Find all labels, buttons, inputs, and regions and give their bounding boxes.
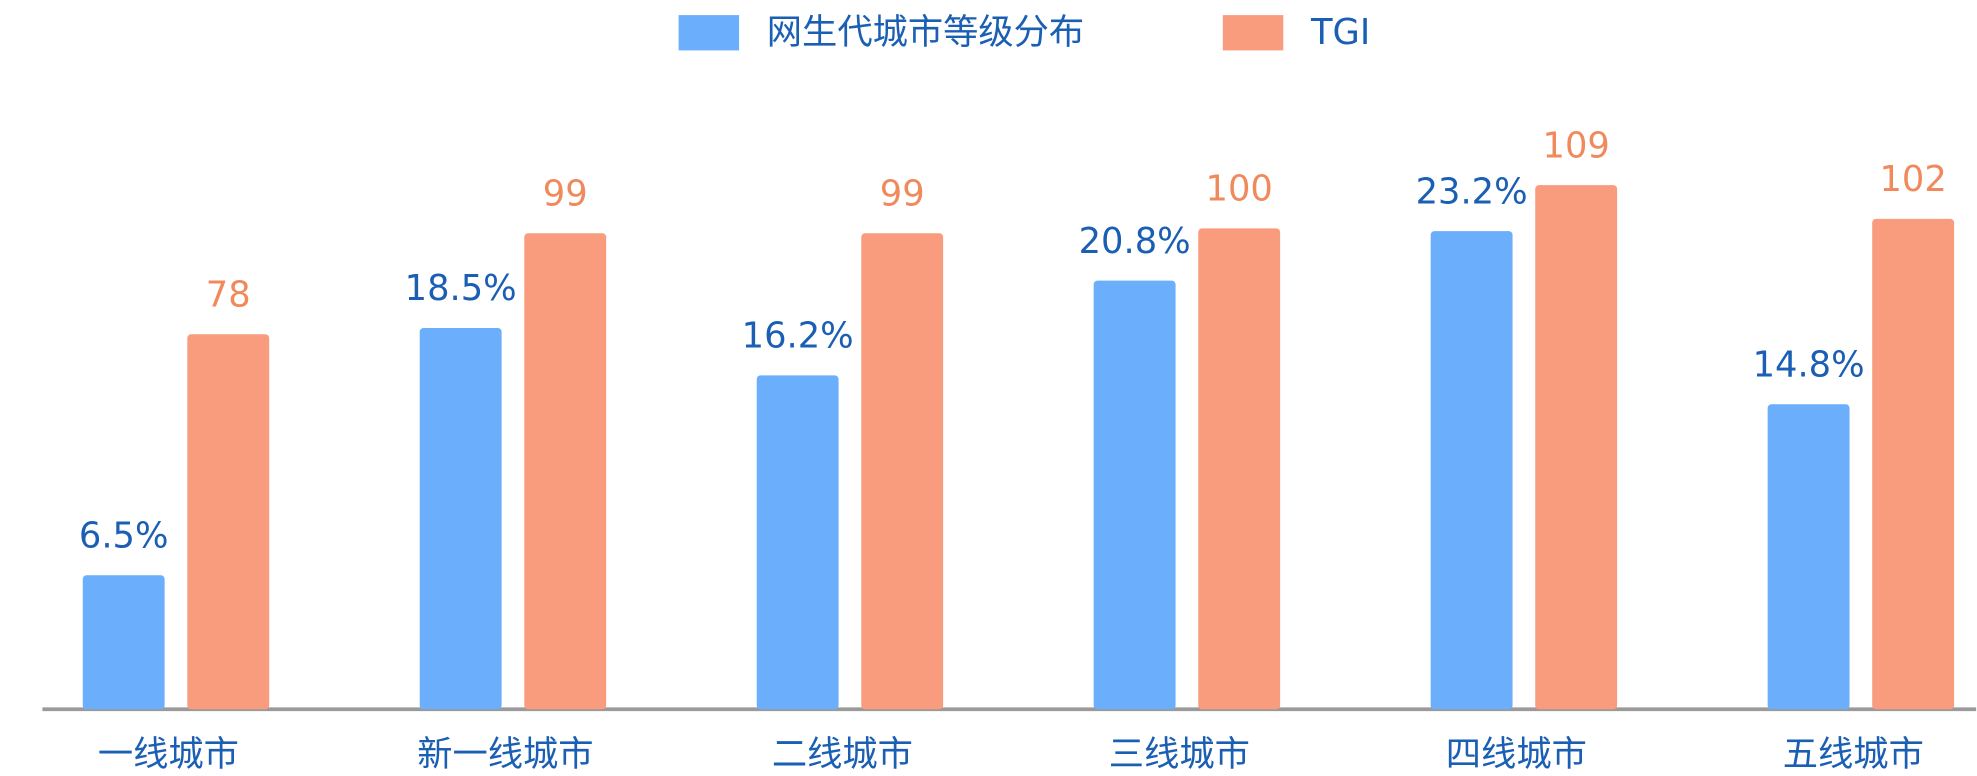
data-label: 14.8% xyxy=(1753,344,1865,385)
data-label: 100 xyxy=(1206,169,1273,210)
legend-label: TGI xyxy=(1310,12,1370,53)
bar xyxy=(1767,404,1850,710)
bar xyxy=(861,233,944,710)
x-tick-label: 二线城市 xyxy=(772,734,913,775)
bar xyxy=(524,233,607,710)
bar xyxy=(1198,228,1281,710)
data-label: 16.2% xyxy=(742,316,854,357)
x-tick-label: 三线城市 xyxy=(1109,734,1250,775)
x-tick-label: 五线城市 xyxy=(1783,734,1924,775)
data-label: 18.5% xyxy=(405,268,517,309)
legend-label: 网生代城市等级分布 xyxy=(767,12,1084,53)
x-tick-label: 新一线城市 xyxy=(417,734,593,775)
bar xyxy=(187,334,270,710)
data-label: 99 xyxy=(543,173,588,214)
data-label: 6.5% xyxy=(79,516,169,557)
x-tick-label: 四线城市 xyxy=(1446,734,1587,775)
legend-swatch xyxy=(1222,15,1284,51)
data-label: 20.8% xyxy=(1079,221,1191,262)
bar xyxy=(1430,231,1513,710)
data-label: 99 xyxy=(880,173,925,214)
legend-swatch xyxy=(678,15,740,51)
data-label: 102 xyxy=(1879,159,1946,200)
bar xyxy=(756,375,839,710)
bar xyxy=(1093,280,1176,710)
data-label: 78 xyxy=(206,274,251,315)
x-tick-label: 一线城市 xyxy=(98,734,239,775)
bar xyxy=(1535,185,1618,710)
bar xyxy=(82,575,165,710)
data-label: 23.2% xyxy=(1416,171,1528,212)
data-label: 109 xyxy=(1543,125,1610,166)
bar xyxy=(419,328,502,710)
bar xyxy=(1872,218,1955,710)
